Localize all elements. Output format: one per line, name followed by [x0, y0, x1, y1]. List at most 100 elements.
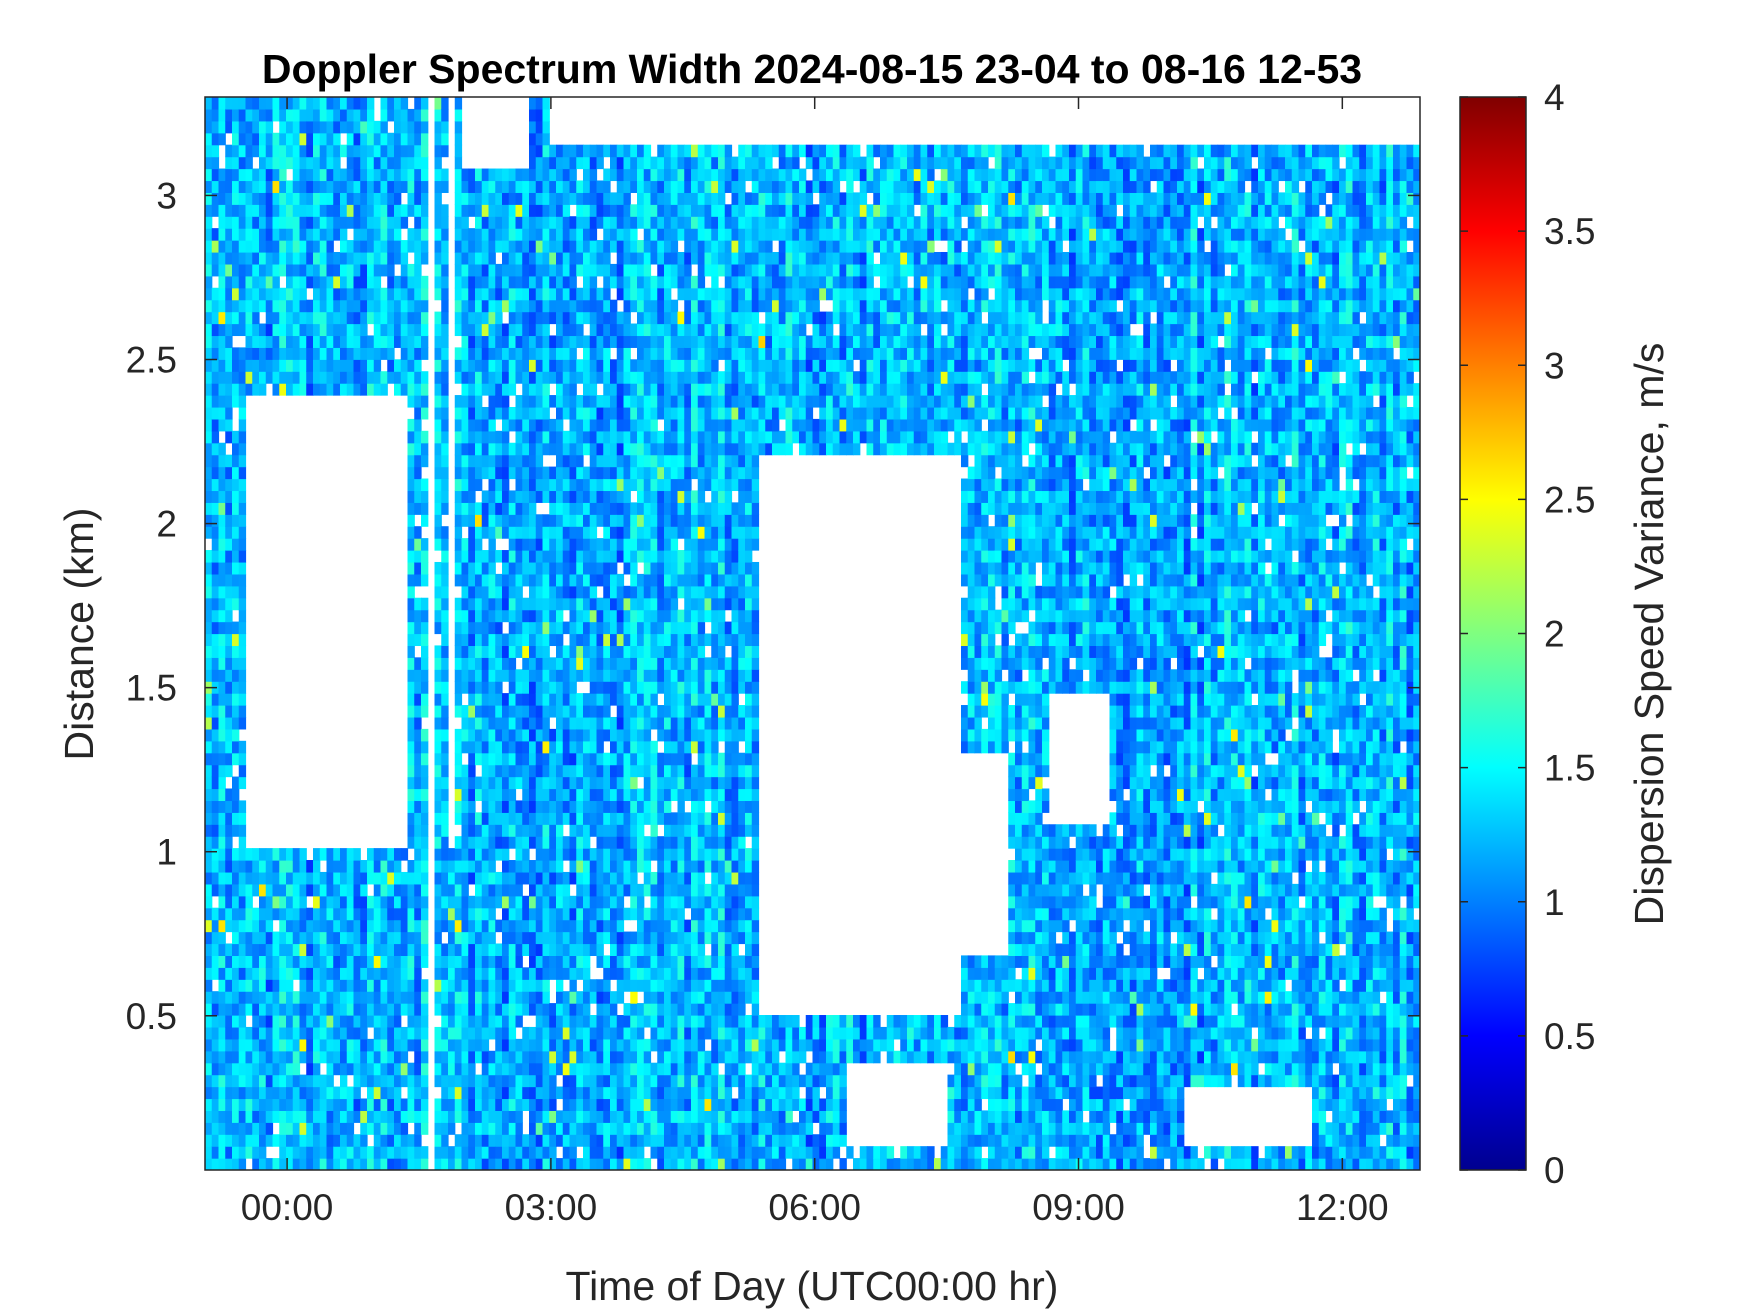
heatmap-cell [664, 991, 672, 1004]
heatmap-cell [637, 740, 645, 754]
heatmap-cell [346, 1086, 355, 1100]
heatmap-cell [623, 550, 631, 563]
heatmap-cell [475, 967, 483, 980]
heatmap-cell [522, 454, 530, 468]
heatmap-cell [549, 275, 557, 289]
heatmap-cell [670, 788, 679, 802]
heatmap-cell [259, 919, 267, 933]
heatmap-cell [454, 800, 463, 813]
heatmap-cell [556, 633, 564, 647]
heatmap-cell [495, 979, 503, 992]
heatmap-cell [535, 657, 544, 670]
heatmap-cell [367, 1110, 375, 1123]
heatmap-cell [576, 836, 584, 849]
heatmap-cell [630, 776, 638, 790]
heatmap-cell [306, 1062, 314, 1076]
heatmap-cell [684, 991, 692, 1004]
heatmap-cell [387, 871, 395, 885]
heatmap-cell [515, 991, 523, 1004]
heatmap-cell [596, 502, 604, 515]
heatmap-cell [211, 383, 220, 396]
heatmap-cell [522, 275, 530, 289]
heatmap-cell [529, 645, 537, 658]
heatmap-cell [569, 1038, 577, 1052]
heatmap-cell [461, 335, 469, 348]
heatmap-cell [637, 800, 645, 813]
heatmap-cell [211, 585, 220, 599]
heatmap-cell [650, 681, 658, 694]
heatmap-cell [407, 442, 415, 456]
heatmap-cell [610, 359, 618, 372]
heatmap-cell [394, 192, 402, 205]
heatmap-cell [596, 645, 604, 658]
heatmap-cell [475, 1122, 483, 1135]
heatmap-cell [360, 955, 368, 968]
heatmap-cell [252, 1134, 260, 1147]
heatmap-cell [279, 907, 287, 921]
heatmap-cell [407, 1134, 415, 1147]
chart-title: Doppler Spectrum Width 2024-08-15 23-04 … [262, 46, 1362, 92]
heatmap-cell [414, 824, 422, 837]
heatmap-cell [488, 430, 496, 444]
heatmap-cell [610, 299, 618, 313]
heatmap-cell [623, 1098, 631, 1111]
heatmap-cell [475, 275, 483, 289]
heatmap-cell [508, 788, 517, 802]
heatmap-cell [387, 943, 395, 956]
heatmap-cell [441, 800, 449, 813]
heatmap-cell [643, 323, 652, 337]
heatmap-cell [434, 836, 442, 849]
heatmap-cell [265, 1003, 274, 1016]
heatmap-cell [610, 371, 618, 384]
heatmap-cell [643, 919, 652, 933]
heatmap-cell [292, 895, 301, 909]
heatmap-cell [434, 1098, 442, 1111]
heatmap-cell [218, 716, 226, 730]
heatmap-cell [630, 251, 638, 265]
heatmap-cell [400, 967, 409, 980]
heatmap-cell [576, 180, 584, 193]
heatmap-cell [313, 1050, 321, 1064]
heatmap-cell [502, 168, 510, 182]
heatmap-cell [394, 967, 402, 980]
heatmap-cell [319, 848, 328, 861]
heatmap-cell [643, 991, 652, 1004]
heatmap-cell [535, 895, 544, 909]
heatmap-cell [252, 1038, 260, 1052]
heatmap-cell [205, 502, 213, 515]
heatmap-cell [286, 1062, 294, 1076]
heatmap-cell [495, 383, 503, 396]
heatmap-cell [535, 788, 544, 802]
heatmap-cell [670, 228, 679, 241]
heatmap-cell [306, 156, 314, 170]
heatmap-cell [535, 550, 544, 563]
heatmap-cell [643, 418, 652, 432]
heatmap-cell [630, 514, 638, 527]
heatmap-cell [502, 251, 510, 265]
heatmap-cell [677, 192, 685, 205]
heatmap-cell [542, 144, 550, 158]
heatmap-cell [610, 228, 618, 241]
heatmap-cell [400, 1003, 409, 1016]
heatmap-cell [596, 919, 604, 933]
heatmap-cell [265, 967, 274, 980]
heatmap-cell [461, 609, 469, 623]
heatmap-cell [400, 1158, 409, 1170]
heatmap-cell [225, 705, 233, 718]
heatmap-cell [434, 705, 442, 718]
heatmap-cell [346, 943, 355, 956]
heatmap-cell [643, 669, 652, 682]
heatmap-cell [454, 597, 463, 611]
heatmap-cell [461, 979, 469, 992]
heatmap-cell [205, 216, 213, 229]
heatmap-cell [407, 716, 415, 730]
heatmap-cell [583, 1110, 591, 1123]
heatmap-cell [623, 883, 631, 897]
heatmap-cell [630, 395, 638, 408]
heatmap-cell [502, 645, 510, 658]
heatmap-cell [664, 502, 672, 515]
heatmap-cell [481, 693, 490, 706]
heatmap-cell [664, 812, 672, 825]
heatmap-cell [232, 716, 240, 730]
heatmap-cell [670, 514, 679, 527]
